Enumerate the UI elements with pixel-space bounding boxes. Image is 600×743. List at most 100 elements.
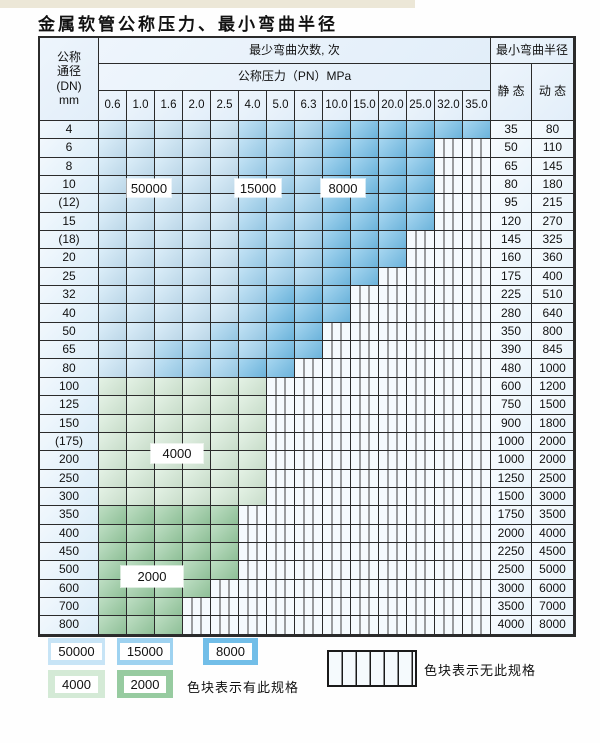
no-spec-cell [239, 561, 267, 580]
static-value-cell: 4000 [491, 616, 532, 635]
dynamic-value-cell: 4000 [532, 524, 574, 543]
bend-cycles-cell [295, 121, 323, 140]
no-spec-cell [407, 377, 435, 397]
legend-available-note: 色块表示有此规格 [187, 680, 300, 695]
no-spec-cell [295, 579, 323, 598]
bend-cycles-cell [127, 286, 155, 305]
no-spec-cell [295, 377, 323, 397]
bend-cycles-cell [295, 139, 323, 158]
bend-cycles-cell [127, 359, 155, 378]
bend-cycles-cell [211, 432, 239, 452]
bend-cycles-cell [267, 139, 295, 158]
bend-cycles-cell [211, 286, 239, 305]
no-spec-cell [267, 414, 295, 433]
bend-cycles-cell [239, 359, 267, 378]
bend-cycles-cell [127, 506, 155, 525]
dynamic-header: 动 态 [532, 64, 574, 121]
dn-cell: (12) [40, 194, 99, 213]
no-spec-cell [435, 176, 463, 195]
bend-cycles-cell [211, 341, 239, 360]
no-spec-cell [379, 304, 407, 323]
bend-cycles-cell [295, 304, 323, 323]
bend-cycles-cell [99, 377, 127, 397]
dynamic-value-cell: 145 [532, 157, 574, 177]
dynamic-value-cell: 1500 [532, 396, 574, 415]
no-spec-cell [407, 267, 435, 287]
bend-cycles-cell [155, 304, 183, 323]
bend-cycles-cell [127, 469, 155, 488]
bend-cycles-cell [183, 359, 211, 378]
no-spec-cell [435, 194, 463, 213]
dn-cell: 6 [40, 139, 99, 158]
bend-cycles-cell [155, 341, 183, 360]
bend-cycles-cell [183, 341, 211, 360]
bend-cycles-cell [211, 506, 239, 525]
bend-cycles-cell [295, 176, 323, 195]
no-spec-cell [211, 597, 239, 617]
bend-cycles-cell [323, 121, 351, 140]
bend-cycles-cell [211, 267, 239, 287]
no-spec-cell [435, 322, 463, 342]
bend-cycles-cell [155, 469, 183, 488]
no-spec-cell [435, 414, 463, 433]
dn-cell: 150 [40, 414, 99, 433]
bend-cycles-cell [239, 249, 267, 268]
bend-cycles-cell [127, 414, 155, 433]
region-label-50000: 50000 [127, 179, 171, 197]
dynamic-value-cell: 510 [532, 286, 574, 305]
no-spec-cell [379, 359, 407, 378]
bend-cycles-cell [323, 157, 351, 177]
no-spec-cell [239, 506, 267, 525]
bend-cycles-cell [99, 616, 127, 635]
bend-cycles-cell [155, 487, 183, 507]
dynamic-value-cell: 400 [532, 267, 574, 287]
bend-cycles-cell [127, 487, 155, 507]
bend-cycles-cell [239, 469, 267, 488]
no-spec-cell [351, 432, 379, 452]
bend-cycles-cell [267, 341, 295, 360]
dynamic-value-cell: 1800 [532, 414, 574, 433]
no-spec-cell [435, 286, 463, 305]
dn-cell: 15 [40, 212, 99, 232]
no-spec-cell [379, 322, 407, 342]
bend-cycles-cell [211, 396, 239, 415]
bend-cycles-cell [379, 249, 407, 268]
dn-cell: (18) [40, 231, 99, 250]
no-spec-cell [407, 396, 435, 415]
static-value-cell: 1000 [491, 432, 532, 452]
no-spec-cell [351, 469, 379, 488]
static-value-cell: 600 [491, 377, 532, 397]
no-spec-cell [463, 597, 491, 617]
bend-cycles-cell [267, 267, 295, 287]
bend-cycles-cell [407, 194, 435, 213]
bend-cycles-cell [99, 212, 127, 232]
no-spec-cell [463, 249, 491, 268]
dynamic-value-cell: 110 [532, 139, 574, 158]
no-spec-cell [463, 396, 491, 415]
bend-cycles-cell [127, 542, 155, 562]
no-spec-cell [295, 432, 323, 452]
bend-cycles-cell [239, 157, 267, 177]
no-spec-cell [435, 597, 463, 617]
bend-cycles-cell [379, 231, 407, 250]
legend-swatch-label: 4000 [55, 675, 98, 693]
bend-cycles-cell [127, 194, 155, 213]
static-value-cell: 65 [491, 157, 532, 177]
bend-cycles-cell [127, 432, 155, 452]
pressure-col-header: 2.5 [211, 91, 239, 121]
bend-cycles-cell [211, 121, 239, 140]
no-spec-cell [407, 286, 435, 305]
bend-cycles-cell [239, 396, 267, 415]
pressure-col-header: 0.6 [99, 91, 127, 121]
dn-cell: 10 [40, 176, 99, 195]
bend-cycles-cell [267, 121, 295, 140]
no-spec-cell [295, 506, 323, 525]
dynamic-value-cell: 325 [532, 231, 574, 250]
pressure-col-header: 25.0 [407, 91, 435, 121]
pressure-col-header: 35.0 [463, 91, 491, 121]
bend-cycles-cell [99, 487, 127, 507]
region-label-4000: 4000 [151, 444, 203, 463]
no-spec-cell [435, 359, 463, 378]
bend-cycles-cell [239, 432, 267, 452]
bend-cycles-cell [99, 341, 127, 360]
